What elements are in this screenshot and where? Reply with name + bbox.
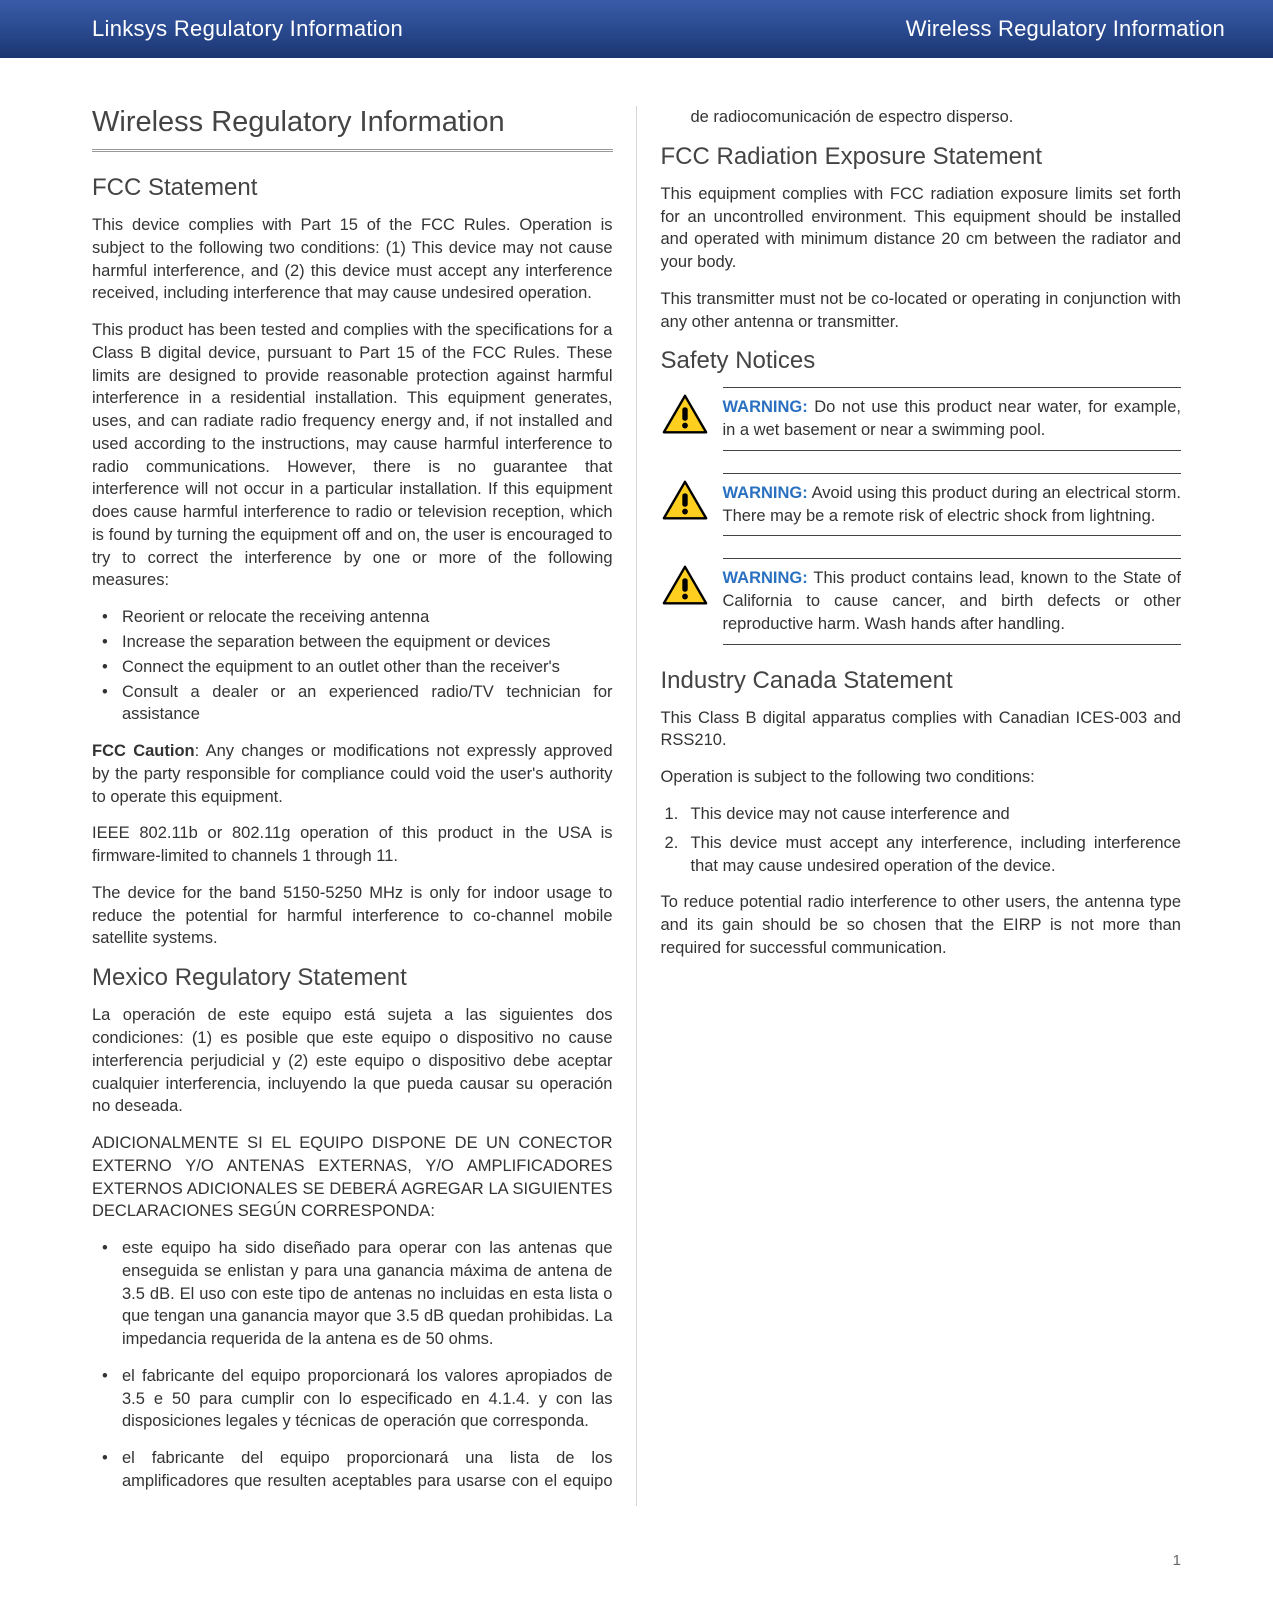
warning-icon: [661, 564, 709, 608]
content-area: Wireless Regulatory Information FCC Stat…: [0, 106, 1273, 1546]
warning-label: WARNING:: [723, 569, 808, 587]
mexico-p1: La operación de este equipo está sujeta …: [92, 1004, 613, 1118]
warning-body: WARNING: This product contains lead, kno…: [723, 558, 1182, 644]
warning-box: WARNING: Avoid using this product during…: [661, 473, 1182, 537]
page-header: Linksys Regulatory Information Wireless …: [0, 0, 1273, 58]
safety-heading: Safety Notices: [661, 347, 1182, 375]
document-title: Wireless Regulatory Information: [92, 106, 613, 152]
canada-heading: Industry Canada Statement: [661, 667, 1182, 695]
warning-label: WARNING:: [723, 398, 808, 416]
fcc-heading: FCC Statement: [92, 174, 613, 202]
warning-icon: [661, 393, 709, 437]
list-item: Reorient or relocate the receiving anten…: [92, 606, 613, 629]
fcc-bullets: Reorient or relocate the receiving anten…: [92, 606, 613, 726]
mexico-heading: Mexico Regulatory Statement: [92, 964, 613, 992]
canada-p3: To reduce potential radio interference t…: [661, 891, 1182, 959]
header-right: Wireless Regulatory Information: [906, 16, 1225, 42]
canada-p2: Operation is subject to the following tw…: [661, 766, 1182, 789]
canada-p1: This Class B digital apparatus complies …: [661, 707, 1182, 753]
warning-body: WARNING: Do not use this product near wa…: [723, 387, 1182, 451]
fcc-caution-label: FCC Caution: [92, 742, 195, 760]
warning-body: WARNING: Avoid using this product during…: [723, 473, 1182, 537]
warning-label: WARNING:: [723, 484, 808, 502]
warning-box: WARNING: Do not use this product near wa…: [661, 387, 1182, 451]
warning-icon: [661, 479, 709, 523]
list-item: Connect the equipment to an outlet other…: [92, 656, 613, 679]
radiation-p1: This equipment complies with FCC radiati…: [661, 183, 1182, 274]
radiation-p2: This transmitter must not be co-located …: [661, 288, 1182, 334]
fcc-p1: This device complies with Part 15 of the…: [92, 214, 613, 305]
warning-box: WARNING: This product contains lead, kno…: [661, 558, 1182, 644]
list-item: este equipo ha sido diseñado para operar…: [92, 1237, 613, 1351]
list-item: el fabricante del equipo proporcionará l…: [92, 1365, 613, 1433]
fcc-p2: This product has been tested and complie…: [92, 319, 613, 592]
page-number: 1: [1173, 1552, 1181, 1569]
canada-list: This device may not cause interference a…: [661, 803, 1182, 877]
fcc-caution: FCC Caution: Any changes or modification…: [92, 740, 613, 808]
list-item: This device must accept any interference…: [661, 832, 1182, 878]
list-item: This device may not cause interference a…: [661, 803, 1182, 826]
list-item: Consult a dealer or an experienced radio…: [92, 681, 613, 727]
fcc-p3: IEEE 802.11b or 802.11g operation of thi…: [92, 822, 613, 868]
mexico-p2: ADICIONALMENTE SI EL EQUIPO DISPONE DE U…: [92, 1132, 613, 1223]
fcc-p4: The device for the band 5150-5250 MHz is…: [92, 882, 613, 950]
page-footer: 1: [0, 1546, 1273, 1589]
radiation-heading: FCC Radiation Exposure Statement: [661, 143, 1182, 171]
header-left: Linksys Regulatory Information: [92, 16, 403, 42]
list-item: Increase the separation between the equi…: [92, 631, 613, 654]
